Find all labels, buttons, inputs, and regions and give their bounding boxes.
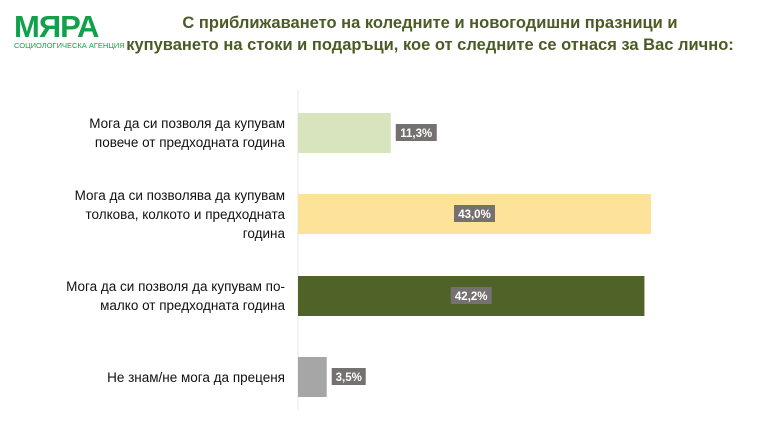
logo-name: МЯРА: [14, 9, 99, 44]
logo: МЯРА СОЦИОЛОГИЧЕСКА АГЕНЦИЯ: [14, 9, 125, 50]
category-label: Не знам/не мога да преценя: [25, 368, 285, 387]
bar: [298, 113, 391, 153]
data-label-background: [395, 124, 437, 141]
category-label-line: повече от предходната година: [94, 135, 285, 150]
category-label-line: Мога да си позволя да купувам по-: [66, 279, 285, 294]
data-label: 11,3%: [400, 128, 432, 140]
logo-subtitle: СОЦИОЛОГИЧЕСКА АГЕНЦИЯ: [14, 41, 125, 50]
data-label-background: [450, 287, 492, 304]
chart-title: С приближаването на коледните и новогоди…: [110, 12, 750, 56]
category-label-line: Не знам/не мога да преценя: [107, 369, 285, 385]
data-label-background: [331, 368, 366, 385]
data-label: 43,0%: [458, 209, 491, 221]
category-label-line: година: [242, 225, 285, 241]
data-label: 3,5%: [336, 372, 362, 384]
data-label: 42,2%: [455, 291, 488, 303]
category-label: Мога да си позволя да купувам по-малко о…: [25, 277, 285, 315]
bar: [298, 357, 327, 397]
data-label-background: [454, 205, 495, 222]
category-label-line: Мога да си позволява да купувам: [74, 187, 285, 203]
category-label: Мога да си позволява да купувам толкова, …: [25, 186, 285, 243]
category-label: Мога да си позволя да купувам повече от п…: [25, 114, 285, 152]
category-label-line: Мога да си позволя да купувам: [89, 116, 285, 131]
category-label-line: толкова, колкото и предходната: [85, 206, 285, 222]
title-line-1: С приближаването на коледните и новогоди…: [182, 14, 678, 32]
title-line-2: купуването на стоки и подаръци, кое от с…: [126, 36, 734, 54]
category-label-line: малко от предходната година: [100, 298, 285, 313]
